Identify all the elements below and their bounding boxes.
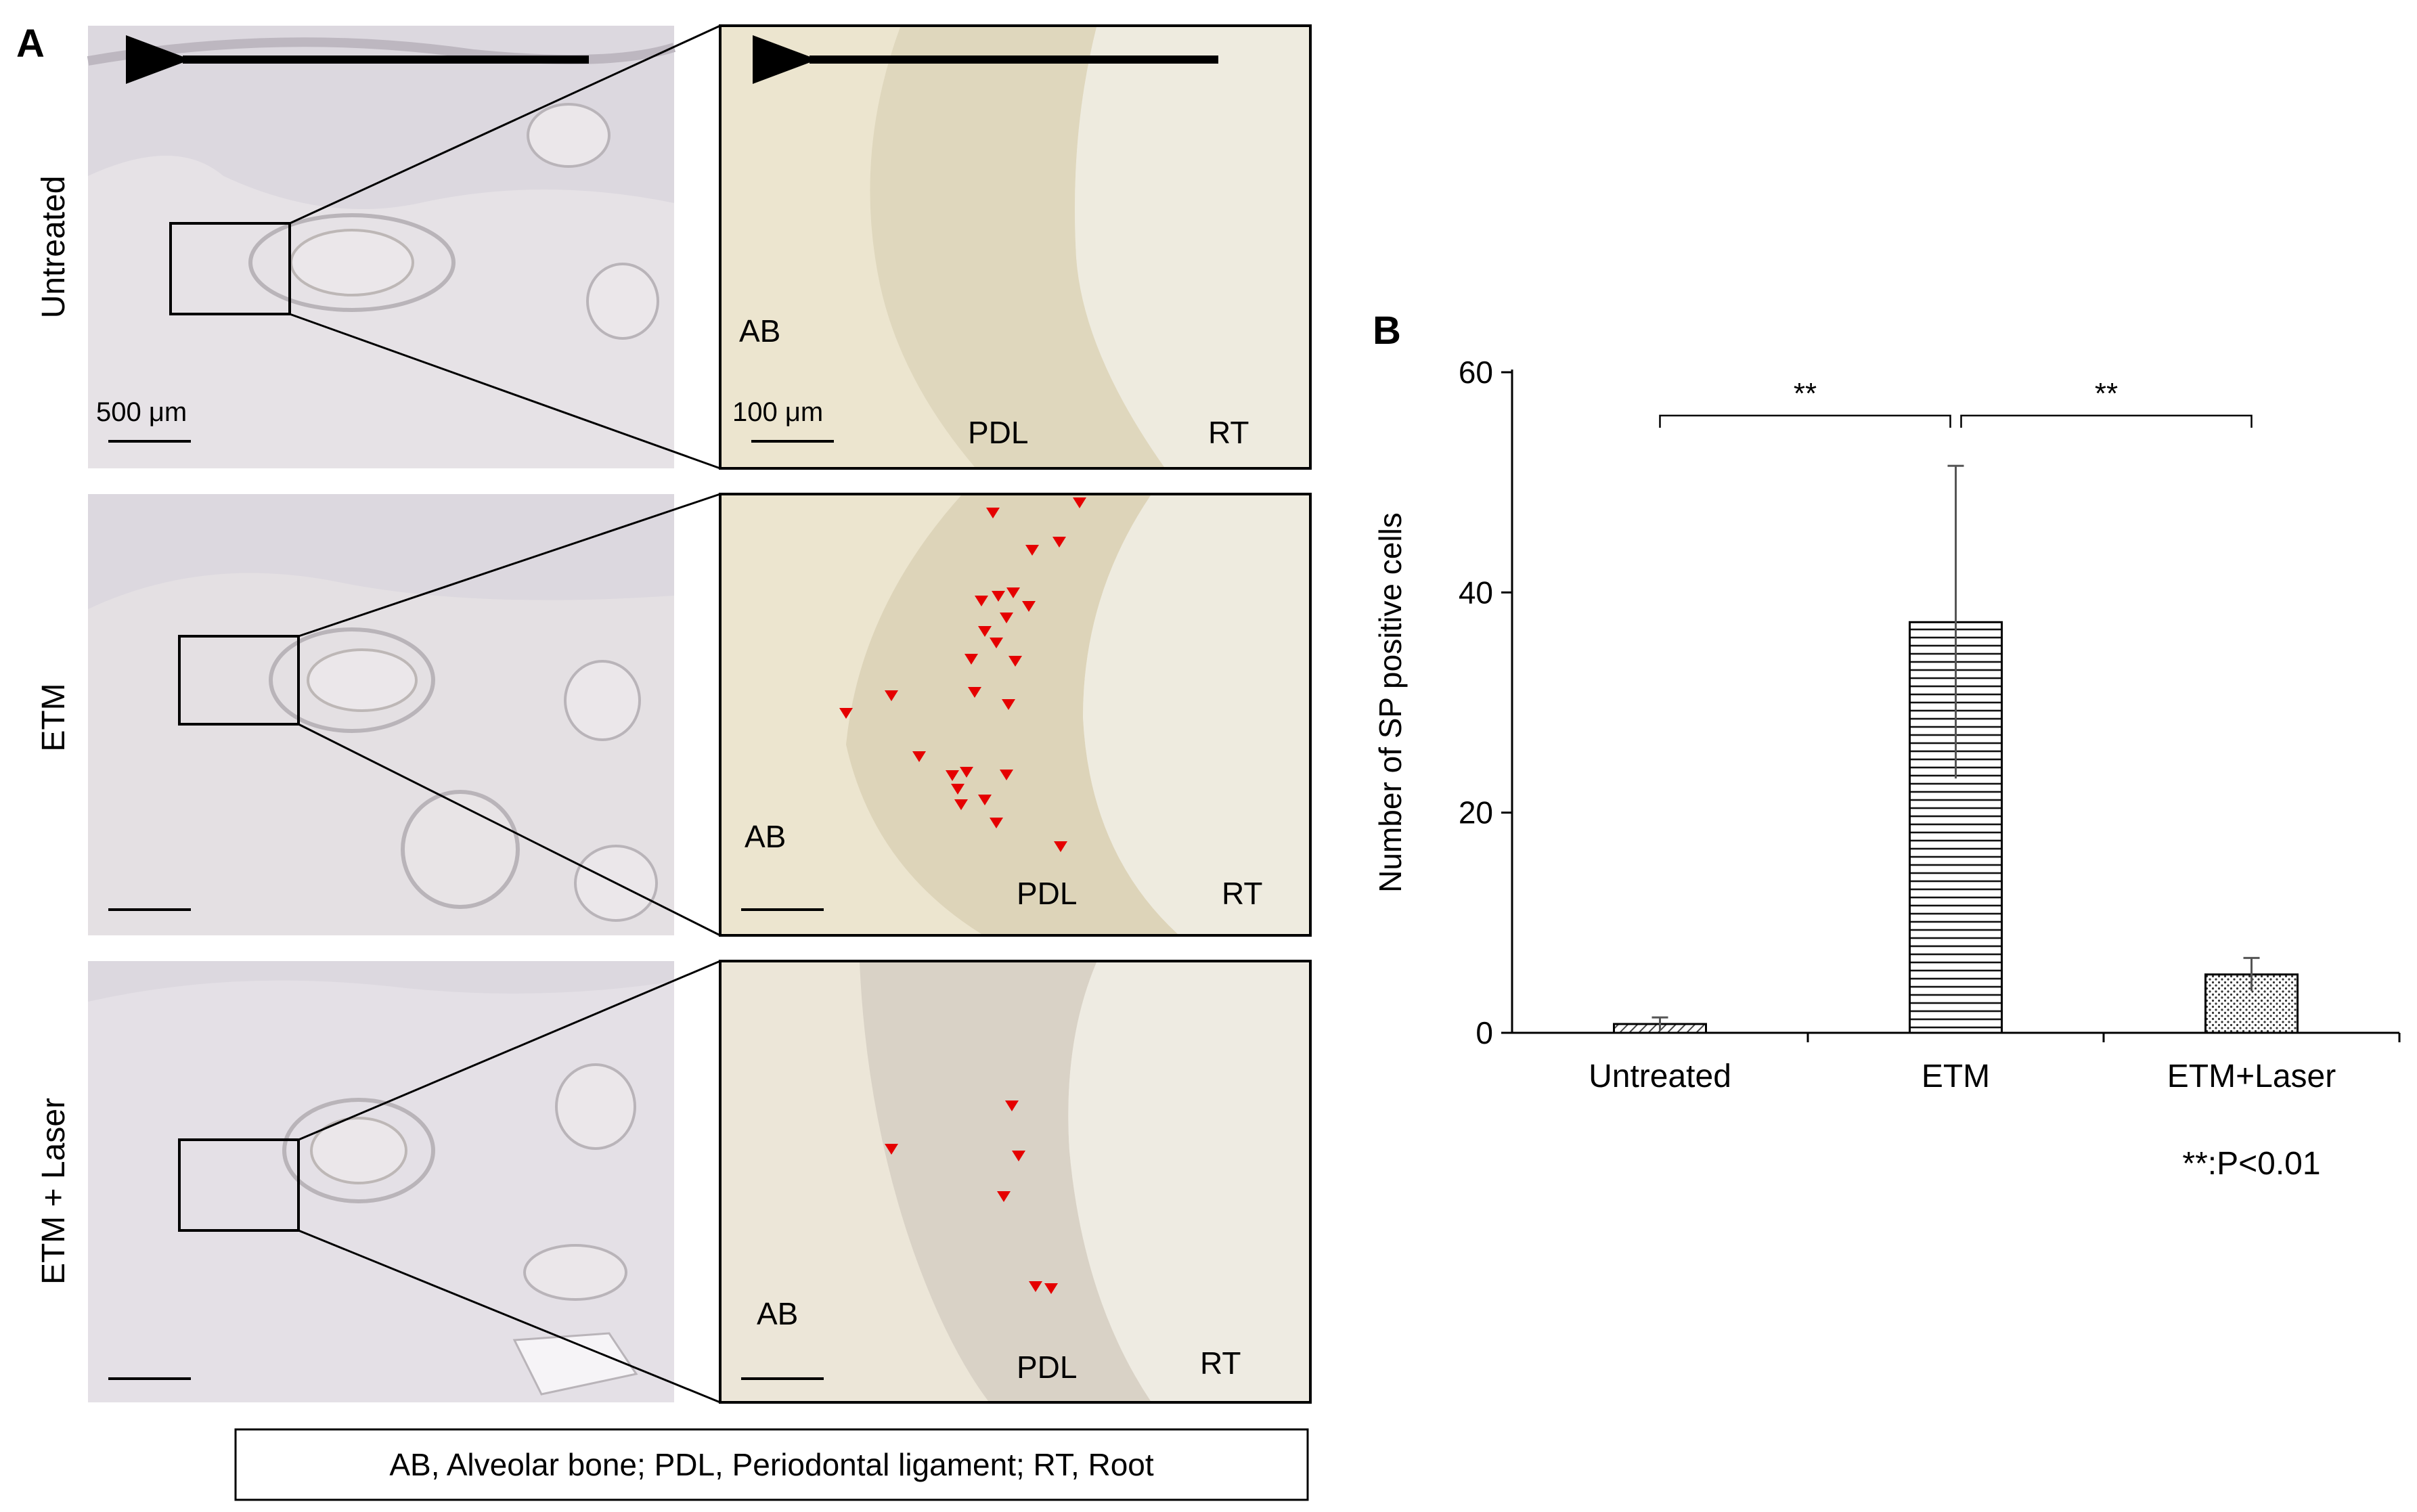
sp-marker xyxy=(964,654,978,665)
sp-marker xyxy=(978,626,992,637)
sp-marker xyxy=(960,767,973,778)
zoom-box-untreated xyxy=(169,222,291,315)
y-tick-label: 60 xyxy=(1459,355,1493,390)
sp-marker xyxy=(1025,545,1039,556)
sp-marker xyxy=(1008,656,1022,667)
abbreviation-legend-text: AB, Alveolar bone; PDL, Periodontal liga… xyxy=(389,1447,1154,1482)
sp-marker xyxy=(978,795,992,805)
sp-marker xyxy=(1012,1151,1025,1161)
tag-pdl-untreated: PDL xyxy=(968,415,1028,450)
scale-text-high: 100 μm xyxy=(732,397,823,427)
sp-marker xyxy=(946,770,959,781)
tag-ab-etm: AB xyxy=(745,819,786,854)
panel-b-letter: B xyxy=(1373,309,1401,353)
sp-marker-group-etm xyxy=(839,497,1086,852)
sp-marker xyxy=(992,591,1005,602)
sp-marker xyxy=(986,508,1000,518)
high-mag-image-untreated xyxy=(719,24,1312,470)
significance-bracket xyxy=(1659,414,1951,428)
y-tick-label: 40 xyxy=(1459,575,1493,610)
sp-marker xyxy=(997,1191,1011,1202)
significance-label: ** xyxy=(2095,377,2118,410)
low-mag-image-etm-laser xyxy=(88,961,674,1402)
sp-marker xyxy=(1002,699,1015,710)
x-tick-label: ETM xyxy=(1922,1059,1990,1094)
sp-marker xyxy=(990,638,1003,648)
row-untreated: Untreated 500 μm AB PDL RT 100 μm xyxy=(36,24,1312,470)
tag-pdl-etm: PDL xyxy=(1017,876,1077,911)
sp-marker xyxy=(990,818,1003,828)
sp-marker xyxy=(885,1144,898,1155)
significance-label: ** xyxy=(1794,377,1817,410)
significance-bracket xyxy=(1960,414,2253,428)
significance-note: **:P<0.01 xyxy=(2182,1146,2320,1182)
row-label-untreated: Untreated xyxy=(36,176,72,319)
sp-marker xyxy=(1029,1281,1042,1292)
high-mag-image-etm xyxy=(719,493,1312,937)
zoom-box-etm xyxy=(178,635,300,726)
x-tick-label: ETM+Laser xyxy=(2167,1059,2336,1094)
sp-marker xyxy=(839,708,853,719)
sp-marker xyxy=(1005,1100,1019,1111)
sp-marker xyxy=(912,751,926,762)
sp-marker xyxy=(951,784,964,795)
sp-marker xyxy=(968,687,981,698)
sp-marker xyxy=(1000,613,1013,623)
row-etm-laser: ETM + Laser AB PDL RT xyxy=(36,960,1312,1404)
abbreviation-legend-box xyxy=(234,1428,1309,1501)
low-mag-image-etm xyxy=(88,494,674,935)
sp-cell-bar-chart: 0 20 40 60 Number of SP positive cells Untrea… xyxy=(1373,355,2401,1182)
sp-marker xyxy=(975,596,988,606)
sp-marker xyxy=(1073,497,1086,508)
sp-marker xyxy=(954,799,968,810)
tag-rt-untreated: RT xyxy=(1208,415,1249,450)
y-tick-label: 20 xyxy=(1459,795,1493,830)
sp-marker xyxy=(1044,1283,1058,1294)
sp-marker xyxy=(1006,587,1020,598)
sp-marker-group-etm-laser xyxy=(885,1100,1058,1294)
row-etm: ETM xyxy=(36,493,1312,937)
sp-marker xyxy=(1054,841,1067,852)
row-label-etm-laser: ETM + Laser xyxy=(36,1098,72,1285)
x-tick-label: Untreated xyxy=(1589,1059,1731,1094)
sp-marker xyxy=(1052,537,1066,548)
panel-a-letter: A xyxy=(16,22,45,66)
sp-marker xyxy=(1022,601,1036,612)
sp-marker xyxy=(885,690,898,701)
low-mag-image-untreated xyxy=(87,26,676,468)
tag-pdl-etm-laser: PDL xyxy=(1017,1350,1077,1385)
tag-ab-untreated: AB xyxy=(739,313,780,349)
sp-marker xyxy=(1000,770,1013,780)
tag-rt-etm-laser: RT xyxy=(1200,1346,1241,1381)
high-mag-image-etm-laser xyxy=(719,960,1312,1404)
y-axis-label: Number of SP positive cells xyxy=(1373,512,1408,893)
tag-rt-etm: RT xyxy=(1222,876,1263,911)
row-label-etm: ETM xyxy=(36,683,72,751)
y-tick-label: 0 xyxy=(1476,1015,1493,1050)
zoom-box-etm-laser xyxy=(178,1138,300,1232)
tag-ab-etm-laser: AB xyxy=(757,1296,798,1331)
scale-text-low: 500 μm xyxy=(96,397,187,427)
